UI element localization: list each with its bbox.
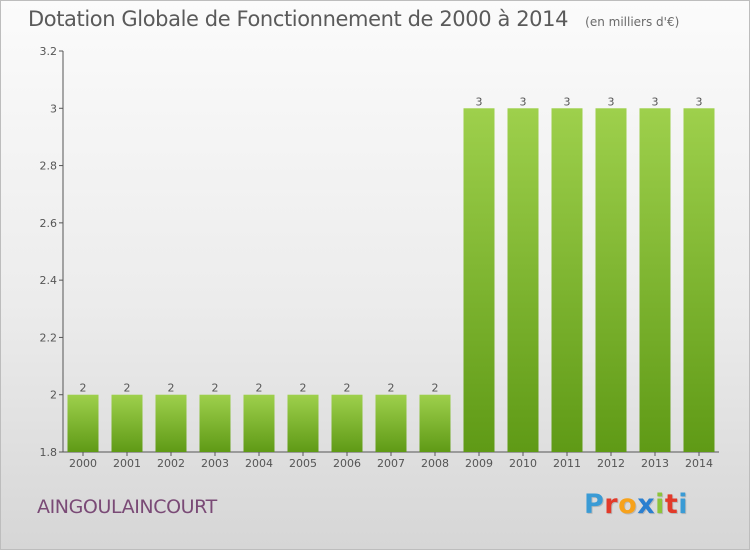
bar: [683, 108, 715, 453]
bar: [243, 394, 275, 452]
bar-data-label: 3: [608, 95, 615, 108]
y-tick-label: 2.4: [40, 274, 58, 287]
bar-data-label: 2: [212, 382, 219, 395]
data-labels: 2 2 2 2 2 2 2 2 2 3 3 3 3 3 3: [80, 95, 703, 394]
y-tick-label: 2: [50, 389, 57, 402]
logo-letter: t: [664, 489, 679, 520]
x-tick-label: 2012: [597, 457, 625, 470]
bar: [639, 108, 671, 453]
bar: [507, 108, 539, 453]
bar-data-label: 3: [520, 95, 527, 108]
bar-data-label: 2: [256, 382, 263, 395]
x-tick-label: 2005: [289, 457, 317, 470]
bar: [595, 108, 627, 453]
bar: [463, 108, 495, 453]
proxiti-logo: Proxiti: [584, 489, 688, 520]
bar-data-label: 2: [168, 382, 175, 395]
y-tick-label: 3: [50, 102, 57, 115]
bar-data-label: 2: [80, 382, 87, 395]
chart-subtitle: (en milliers d'€): [585, 15, 680, 29]
bar: [155, 394, 187, 452]
logo-letter: i: [655, 489, 665, 520]
bar: [331, 394, 363, 452]
title-block: Dotation Globale de Fonctionnement de 20…: [28, 7, 679, 31]
y-tick-label: 2.6: [40, 217, 58, 230]
bar: [67, 394, 99, 452]
x-tick-label: 2013: [641, 457, 669, 470]
axes: 1.8 2 2.2 2.4 2.6 2.8 3 3.2 2000 2001 2002 2003 2004…: [40, 45, 719, 470]
commune-name: AINGOULAINCOURT: [37, 496, 217, 518]
bar-data-label: 2: [388, 382, 395, 395]
bar-data-label: 2: [300, 382, 307, 395]
bar: [551, 108, 583, 453]
x-tick-label: 2003: [201, 457, 229, 470]
bar-data-label: 3: [476, 95, 483, 108]
x-tick-label: 2002: [157, 457, 185, 470]
logo-letter: r: [604, 489, 619, 520]
x-tick-label: 2008: [421, 457, 449, 470]
x-tick-label: 2014: [685, 457, 713, 470]
x-tick-label: 2007: [377, 457, 405, 470]
x-tick-label: 2000: [69, 457, 97, 470]
bar: [419, 394, 451, 452]
bar: [199, 394, 231, 452]
logo-letter: o: [618, 489, 638, 520]
x-tick-label: 2004: [245, 457, 273, 470]
x-tick-label: 2001: [113, 457, 141, 470]
chart-title: Dotation Globale de Fonctionnement de 20…: [28, 7, 569, 31]
bars: [67, 108, 715, 453]
bar: [287, 394, 319, 452]
y-tick-label: 3.2: [40, 45, 58, 58]
x-tick-label: 2006: [333, 457, 361, 470]
bar: [111, 394, 143, 452]
x-tick-label: 2010: [509, 457, 537, 470]
logo-letter: x: [637, 489, 656, 520]
logo-letter: i: [678, 489, 689, 520]
x-tick-label: 2011: [553, 457, 581, 470]
logo-letter: P: [584, 489, 605, 520]
y-tick-label: 1.8: [40, 446, 58, 459]
bar: [375, 394, 407, 452]
y-tick-label: 2.8: [40, 160, 58, 173]
bar-data-label: 2: [124, 382, 131, 395]
bar-data-label: 2: [432, 382, 439, 395]
bar-data-label: 3: [696, 95, 703, 108]
bar-data-label: 3: [652, 95, 659, 108]
bar-data-label: 3: [564, 95, 571, 108]
x-tick-label: 2009: [465, 457, 493, 470]
bar-data-label: 2: [344, 382, 351, 395]
y-tick-label: 2.2: [40, 331, 58, 344]
